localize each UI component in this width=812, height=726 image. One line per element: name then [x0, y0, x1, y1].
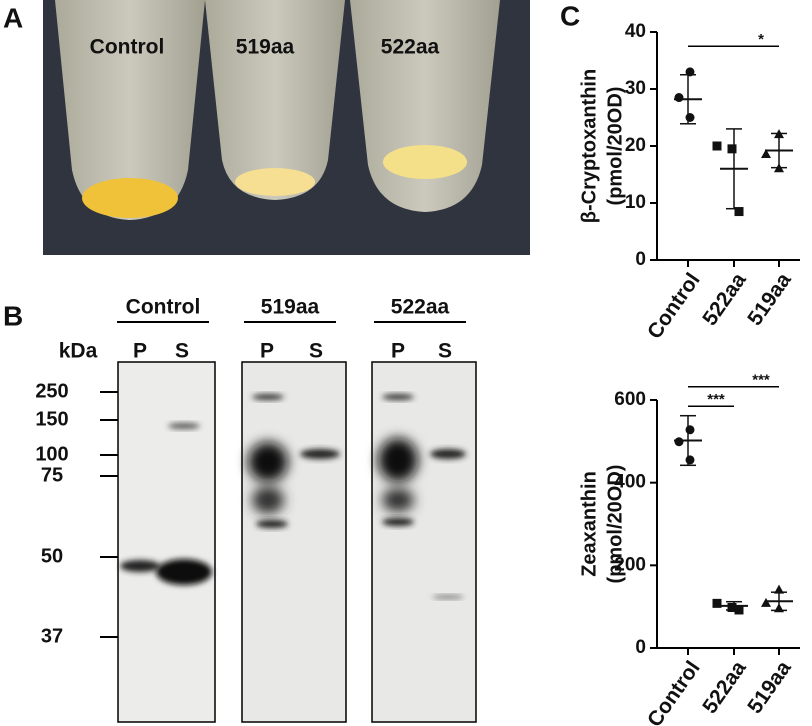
x-tick-label: Control [643, 657, 705, 726]
y-axis-label: Zeaxanthin [578, 471, 600, 577]
tube-label: 519aa [236, 36, 295, 59]
point [674, 93, 684, 103]
lane-label: P [391, 340, 405, 363]
blot-group: Control [126, 296, 201, 319]
x-tick-label: Control [643, 269, 705, 343]
lane-label: P [260, 340, 274, 363]
point [685, 455, 695, 465]
y-tick-label: 200 [614, 554, 646, 575]
y-tick-label: 20 [625, 135, 646, 156]
point [674, 437, 684, 447]
x-tick-label: 519aa [743, 269, 796, 330]
marker-label: 100 [35, 443, 68, 465]
lane-label: S [175, 340, 189, 363]
point [712, 141, 722, 151]
point [727, 144, 737, 154]
unit-label: kDa [59, 340, 98, 363]
blot-group: 519aa [261, 296, 320, 319]
marker-label: 50 [41, 545, 63, 567]
panel-label: B [3, 300, 23, 331]
y-tick-label: 400 [614, 472, 646, 493]
significance-label: *** [752, 372, 770, 389]
y-tick-label: 10 [625, 192, 646, 213]
point [685, 113, 695, 122]
point [761, 149, 771, 159]
tube-label: Control [90, 36, 165, 59]
y-tick-label: 0 [635, 249, 646, 270]
marker-label: 37 [41, 625, 63, 647]
significance-label: *** [707, 391, 725, 408]
x-tick-label: 522aa [698, 657, 751, 718]
marker-label: 150 [35, 408, 68, 430]
lane-label: S [309, 340, 323, 363]
y-axis-label: (pmol/20OD) [604, 87, 626, 206]
point [685, 425, 695, 435]
tube-label: 522aa [381, 36, 440, 59]
point [761, 597, 771, 607]
y-tick-label: 600 [614, 389, 646, 410]
y-tick-label: 30 [625, 78, 646, 99]
x-tick-label: 522aa [698, 269, 751, 330]
panel-label: C [560, 0, 580, 31]
y-axis-label: (pmol/20OD) [604, 465, 626, 584]
y-tick-label: 40 [625, 21, 646, 42]
point [734, 207, 744, 217]
point [712, 598, 722, 608]
panel-label: A [3, 2, 23, 33]
marker-label: 75 [41, 464, 63, 486]
lane-label: S [438, 340, 452, 363]
blot-group: 522aa [391, 296, 450, 319]
marker-label: 250 [35, 380, 68, 402]
x-tick-label: 519aa [743, 657, 796, 718]
point [727, 602, 737, 612]
blots [117, 361, 477, 723]
photo [43, 0, 530, 255]
y-tick-label: 0 [635, 637, 646, 658]
significance-label: * [758, 31, 764, 48]
y-axis-label: β-Cryptoxanthin [578, 69, 600, 223]
point [774, 584, 784, 594]
lane-label: P [133, 340, 147, 363]
